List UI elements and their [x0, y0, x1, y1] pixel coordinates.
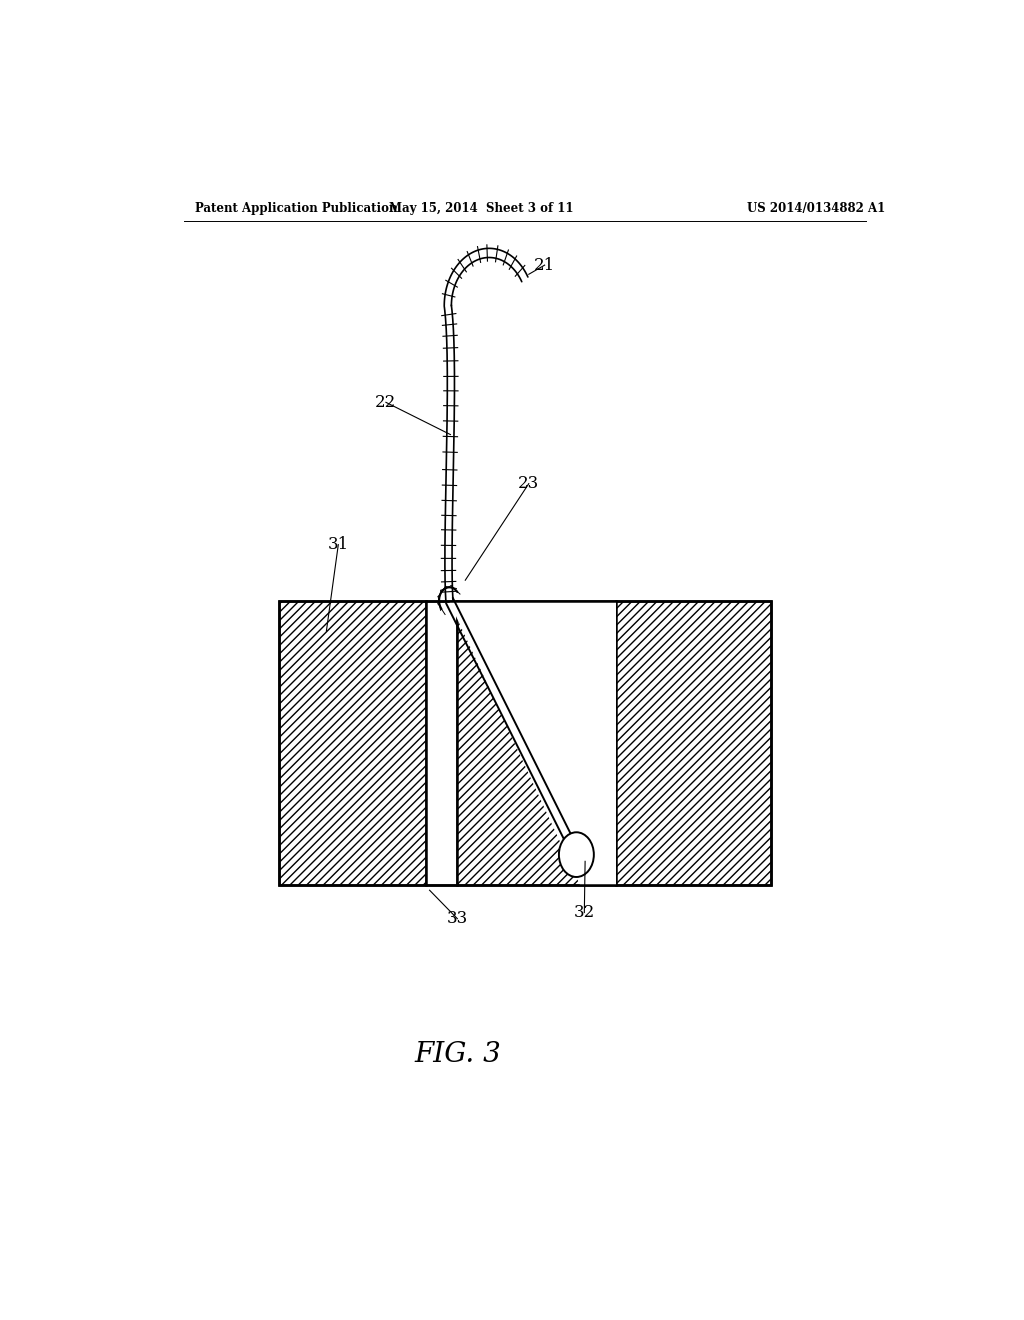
Text: Patent Application Publication: Patent Application Publication — [196, 202, 398, 215]
Circle shape — [559, 833, 594, 876]
Text: 31: 31 — [328, 536, 349, 553]
Bar — [426, 601, 458, 886]
Bar — [616, 601, 771, 886]
Text: 22: 22 — [375, 393, 396, 411]
Text: US 2014/0134882 A1: US 2014/0134882 A1 — [748, 202, 886, 215]
Bar — [279, 601, 426, 886]
Bar — [279, 601, 771, 886]
Text: May 15, 2014  Sheet 3 of 11: May 15, 2014 Sheet 3 of 11 — [389, 202, 573, 215]
Polygon shape — [450, 601, 616, 886]
Text: FIG. 3: FIG. 3 — [414, 1041, 501, 1068]
Text: 21: 21 — [534, 256, 555, 273]
Text: 33: 33 — [446, 911, 468, 927]
Text: 32: 32 — [573, 904, 595, 921]
Bar — [458, 601, 616, 886]
Text: 23: 23 — [518, 475, 540, 492]
